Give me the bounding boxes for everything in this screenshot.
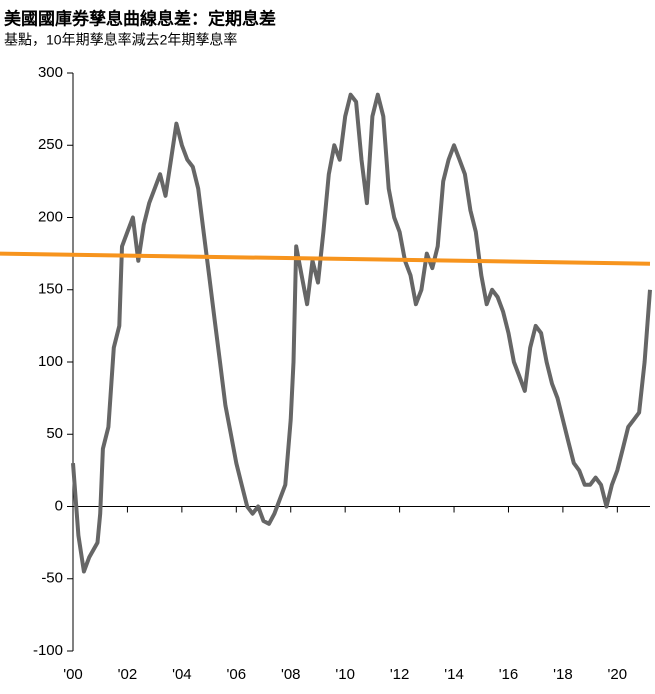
x-tick-label: '16	[499, 666, 519, 683]
x-tick-label: '12	[390, 666, 410, 683]
x-tick-label: '02	[118, 666, 138, 683]
y-tick-label: 50	[46, 425, 63, 442]
y-tick-label: 100	[38, 353, 63, 370]
y-tick-label: 250	[38, 136, 63, 153]
x-tick-label: '04	[172, 666, 192, 683]
x-tick-label: '14	[444, 666, 464, 683]
trend-line	[0, 251, 651, 266]
x-tick-label: '18	[553, 666, 573, 683]
x-tick-label: '20	[608, 666, 628, 683]
x-tick-label: '00	[63, 666, 83, 683]
chart-title: 美國國庫券孳息曲線息差：定期息差	[4, 8, 276, 28]
y-tick-label: 200	[38, 208, 63, 225]
y-tick-label: 150	[38, 281, 63, 298]
y-tick-label: -100	[33, 642, 63, 659]
chart-subtitle: 基點，10年期孳息率減去2年期孳息率	[4, 32, 237, 48]
x-tick-label: '08	[281, 666, 301, 683]
x-tick-label: '06	[227, 666, 247, 683]
series-line	[71, 92, 652, 574]
y-tick-label: 0	[55, 497, 63, 514]
y-tick-label: -50	[41, 570, 63, 587]
y-tick-label: 300	[38, 64, 63, 81]
x-tick-label: '10	[335, 666, 355, 683]
